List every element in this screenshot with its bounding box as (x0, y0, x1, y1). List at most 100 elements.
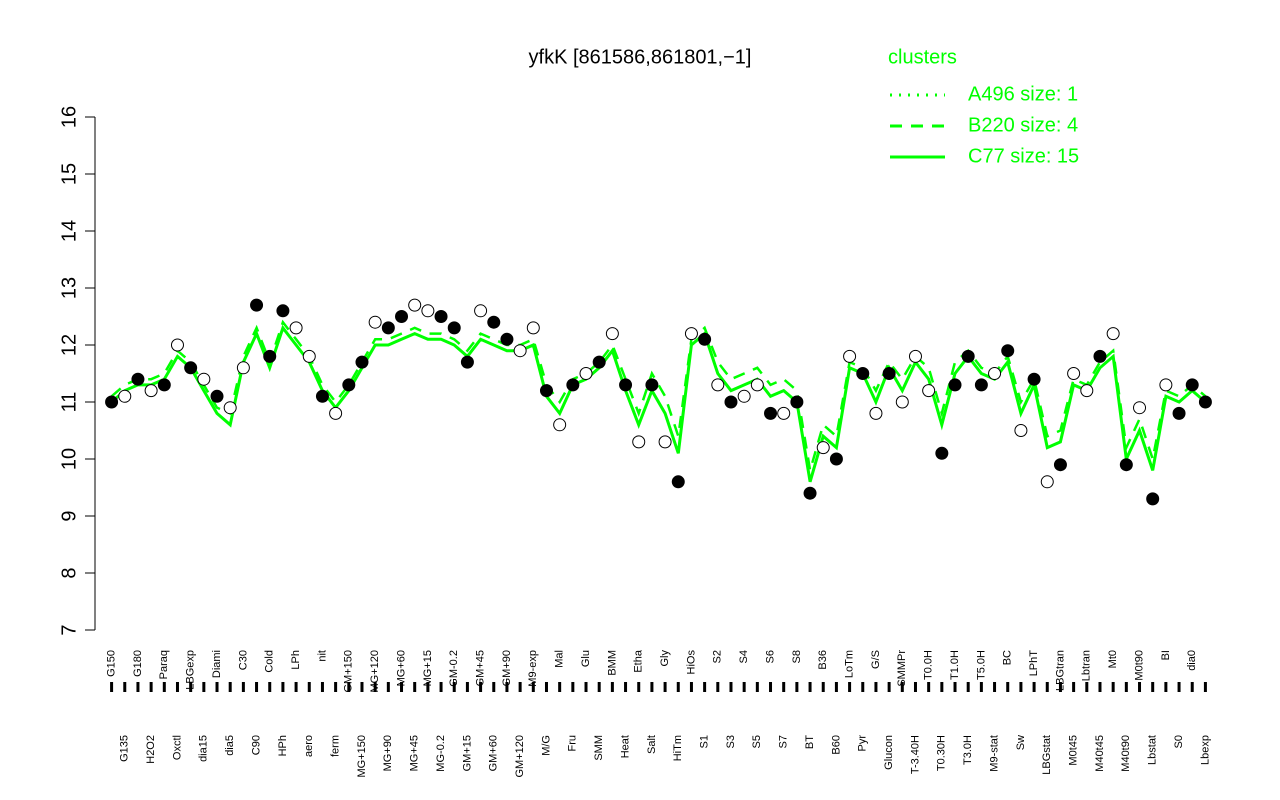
y-tick-label: 8 (58, 567, 80, 578)
cluster-line (110, 319, 1207, 471)
point (434, 310, 448, 323)
x-tick-label: M0t90 (1133, 650, 1145, 681)
point (223, 401, 237, 415)
point (315, 389, 329, 403)
point (632, 435, 646, 449)
x-tick-label: MG+90 (382, 735, 394, 771)
point (856, 367, 870, 380)
x-tick-label: S0 (1173, 735, 1185, 748)
x-tick-label: T1.0H (949, 650, 961, 680)
point (1133, 401, 1147, 415)
point (250, 298, 264, 312)
x-tick-label: Oxctl (171, 735, 183, 760)
point (1172, 406, 1186, 420)
point (974, 378, 988, 392)
x-tick-label: Fru (567, 735, 579, 752)
point (750, 378, 764, 392)
y-tick-label: 12 (58, 334, 80, 356)
x-tick-label: S7 (778, 735, 790, 748)
point (1119, 458, 1133, 472)
x-tick-label: Glucon (883, 735, 895, 770)
point (1159, 378, 1173, 392)
point (988, 367, 1002, 380)
point (1106, 327, 1120, 341)
point (329, 406, 343, 420)
x-tick-label: GM+45 (474, 650, 486, 686)
x-tick-label: ferm (330, 735, 342, 757)
point (684, 327, 698, 341)
point (829, 452, 843, 466)
point (157, 378, 171, 392)
x-tick-label: Paraq (158, 650, 170, 679)
x-tick-label: LBGtran (1054, 650, 1066, 691)
x-tick-label: BMM (606, 650, 618, 676)
x-tick-label: Heat (619, 735, 631, 758)
point (816, 441, 830, 455)
x-tick-label: HiOs (685, 650, 697, 675)
point (935, 446, 949, 460)
x-tick-label: Lbtran (1081, 650, 1093, 681)
x-tick-label: C90 (250, 735, 262, 755)
point (908, 349, 922, 363)
x-tick-label: G135 (119, 735, 131, 762)
point (474, 304, 488, 318)
y-tick-label: 7 (58, 624, 80, 635)
x-tick-label: LoTm (843, 650, 855, 678)
x-tick-label: S8 (791, 650, 803, 663)
point (922, 384, 936, 398)
point (1053, 458, 1067, 472)
point (619, 378, 633, 392)
x-tick-label: Gly (659, 650, 671, 667)
point (131, 372, 145, 386)
x-tick-label: Pyr (857, 735, 869, 752)
x-tick-label: T5.0H (975, 650, 987, 680)
x-tick-label: BI (1160, 650, 1172, 660)
point (1040, 475, 1054, 489)
legend-label: B220 size: 4 (968, 114, 1078, 136)
x-tick-label: Glu (580, 650, 592, 667)
point (105, 395, 119, 409)
point (645, 378, 659, 392)
y-tick-label: 16 (58, 106, 80, 128)
point (711, 378, 725, 392)
point (408, 298, 422, 312)
x-tick-label: GM+90 (501, 650, 513, 686)
x-tick-label: LPh (290, 650, 302, 670)
x-tick-label: T3.0H (962, 735, 974, 765)
x-tick-label: MG+120 (369, 650, 381, 693)
x-tick-label: Sw (1015, 735, 1027, 750)
x-tick-label: dia5 (224, 735, 236, 756)
x-tick-label: M/G (540, 735, 552, 756)
y-tick-label: 9 (58, 510, 80, 521)
x-tick-label: S6 (764, 650, 776, 663)
point (961, 349, 975, 363)
point (1185, 378, 1199, 392)
x-tick-label: G/S (870, 650, 882, 669)
y-tick-label: 14 (58, 220, 80, 242)
chart-title: yfkK [861586,861801,−1] (529, 46, 752, 68)
x-tick-label: GM+60 (488, 735, 500, 771)
x-tick-label: MG+15 (422, 650, 434, 686)
x-tick-label: aero (303, 735, 315, 757)
point (737, 389, 751, 403)
point (144, 384, 158, 398)
x-tick-label: BT (804, 735, 816, 749)
point (342, 378, 356, 392)
x-tick-label: dia0 (1186, 650, 1198, 671)
x-tick-label: MG+60 (395, 650, 407, 686)
x-tick-label: Etha (633, 649, 645, 673)
point (1146, 492, 1160, 506)
x-tick-label: Cold (264, 650, 276, 673)
x-tick-label: Diami (211, 650, 223, 678)
point (539, 384, 553, 398)
x-tick-label: LBGexp (185, 650, 197, 690)
x-tick-label: S1 (699, 735, 711, 748)
point (500, 332, 514, 346)
point (302, 349, 316, 363)
point (487, 315, 501, 329)
x-tick-label: M40t45 (1094, 735, 1106, 772)
point (447, 321, 461, 335)
point (1014, 424, 1028, 437)
point (882, 367, 896, 380)
